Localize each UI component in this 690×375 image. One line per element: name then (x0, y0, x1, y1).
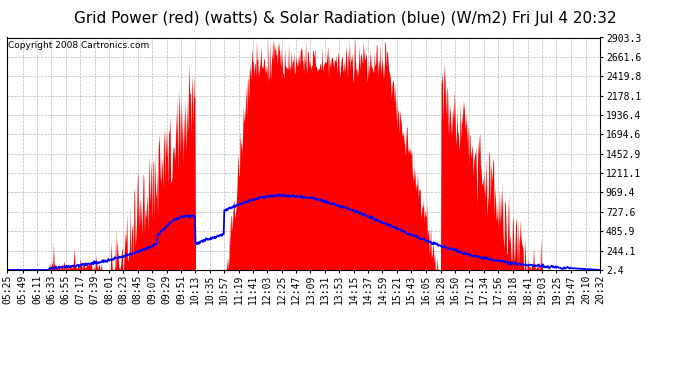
Text: Grid Power (red) (watts) & Solar Radiation (blue) (W/m2) Fri Jul 4 20:32: Grid Power (red) (watts) & Solar Radiati… (74, 11, 616, 26)
Text: Copyright 2008 Cartronics.com: Copyright 2008 Cartronics.com (8, 41, 149, 50)
